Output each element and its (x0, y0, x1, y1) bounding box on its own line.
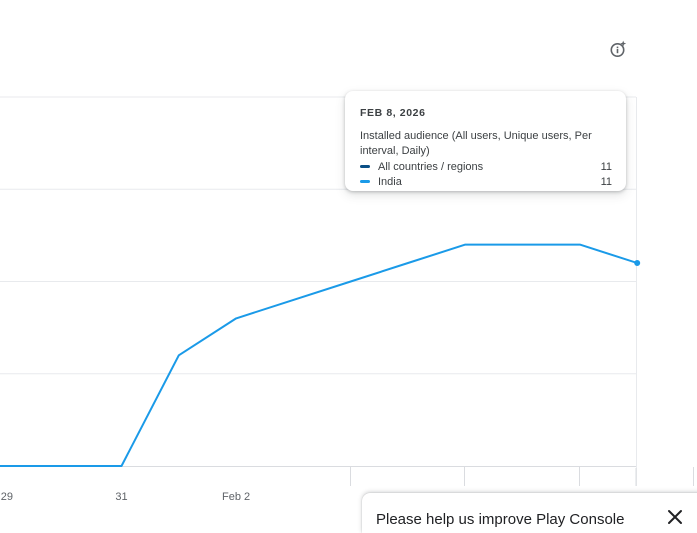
x-tick-label: 29 (1, 491, 13, 503)
tooltip-row-value: 11 (600, 175, 612, 188)
x-tick-label: Feb 2 (222, 491, 250, 503)
tooltip-date: FEB 8, 2026 (360, 107, 426, 119)
series-line-india (0, 243, 638, 467)
feedback-survey-panel[interactable]: Please help us improve Play Console (362, 493, 697, 533)
x-tick-label: 31 (115, 491, 127, 503)
series-swatch (360, 165, 370, 168)
insights-button[interactable] (606, 38, 630, 60)
chart-tooltip: FEB 8, 2026 Installed audience (All user… (345, 91, 626, 191)
series-end-point (634, 260, 641, 267)
tooltip-row-name: India (378, 175, 402, 188)
survey-prompt: Please help us improve Play Console (376, 511, 625, 528)
tooltip-row-name: All countries / regions (378, 160, 484, 173)
tooltip-metric-label: Installed audience (All users, Unique us… (360, 130, 592, 157)
tooltip-row-all-countries: All countries / regions 11 (360, 159, 612, 174)
tooltip-row-value: 11 (600, 160, 612, 173)
tooltip-row-india: India 11 (360, 174, 612, 189)
series-swatch (360, 180, 370, 183)
close-icon (668, 510, 682, 524)
installed-audience-chart: 29 31 Feb 2 (0, 96, 694, 503)
survey-close-button[interactable] (665, 507, 685, 527)
sparkle-insight-icon (610, 40, 627, 57)
